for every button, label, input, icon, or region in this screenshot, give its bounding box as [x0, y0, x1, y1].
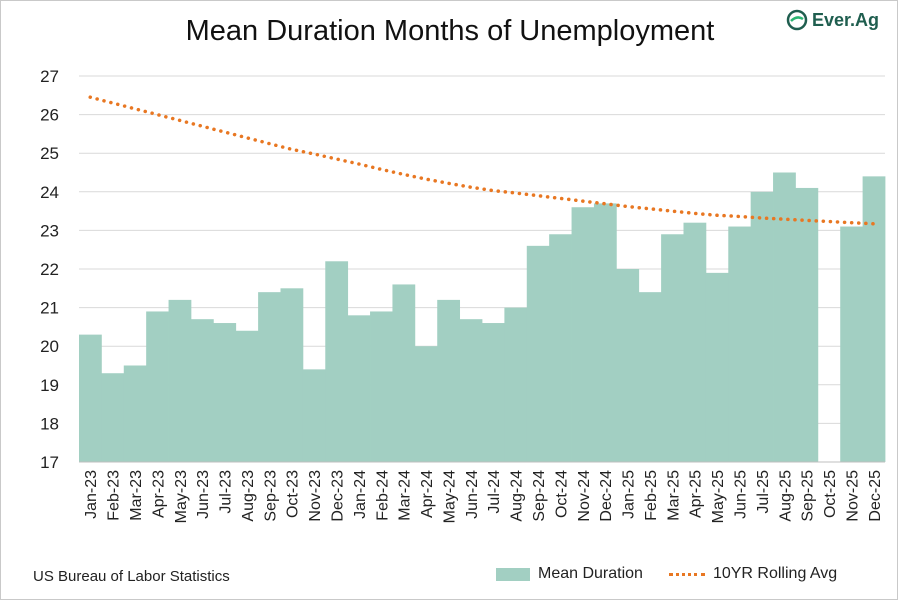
x-tick-label: Sep-24: [531, 470, 548, 522]
legend-line-swatch: [668, 572, 705, 576]
y-tick-label: 23: [40, 221, 59, 240]
x-tick-label: Jul-23: [218, 470, 235, 514]
x-tick-label: Jun-25: [732, 470, 749, 519]
x-tick-label: Sep-25: [800, 470, 817, 522]
x-tick-label: Dec-24: [598, 470, 615, 522]
bar-Apr-23: [146, 311, 169, 462]
bar-Feb-23: [101, 373, 125, 462]
chart-title: Mean Duration Months of Unemployment: [185, 15, 715, 47]
bar-Dec-23: [325, 261, 349, 462]
bar-Jul-25: [750, 191, 774, 463]
x-tick-label: Dec-25: [867, 470, 884, 522]
y-tick-label: 17: [40, 453, 59, 472]
bar-May-25: [705, 272, 729, 462]
bar-Mar-25: [661, 234, 684, 462]
x-tick-label: Apr-25: [688, 470, 705, 518]
x-tick-label: Nov-23: [307, 470, 324, 522]
bar-Nov-23: [302, 369, 326, 462]
bar-May-24: [437, 299, 461, 462]
x-tick-label: Jan-24: [352, 470, 369, 519]
bar-Feb-25: [638, 292, 662, 462]
x-tick-label: Nov-25: [844, 470, 861, 522]
bar-Aug-23: [235, 330, 259, 462]
y-tick-label: 22: [40, 260, 59, 279]
y-tick-label: 20: [40, 337, 59, 356]
source-note: US Bureau of Labor Statistics: [33, 568, 230, 585]
x-tick-label: Feb-24: [374, 470, 391, 521]
x-tick-label: Jun-24: [464, 470, 481, 519]
x-tick-label: Oct-25: [822, 470, 839, 518]
x-tick-label: Apr-24: [419, 470, 436, 518]
logo-text: Ever.Ag: [811, 9, 879, 30]
rolling-avg-line: [88, 95, 876, 226]
legend: Mean Duration 10YR Rolling Avg: [496, 565, 837, 583]
bar-Sep-25: [795, 187, 819, 462]
bar-Nov-25: [840, 226, 864, 462]
x-tick-label: Jul-24: [486, 470, 503, 514]
x-tick-label: Jan-23: [83, 470, 100, 519]
bar-Jan-25: [616, 269, 640, 462]
bar-Sep-23: [258, 292, 281, 462]
x-tick-label: Nov-24: [576, 470, 593, 522]
ever-ag-logo-icon: [786, 9, 808, 31]
bar-Oct-24: [549, 234, 572, 462]
x-tick-label: Mar-23: [128, 470, 145, 521]
x-tick-label: Mar-24: [397, 470, 414, 521]
bar-Mar-23: [123, 365, 147, 462]
bar-Jul-24: [482, 323, 505, 462]
bar-Feb-24: [370, 311, 393, 462]
x-tick-label: May-24: [441, 470, 458, 523]
bar-Jan-24: [347, 315, 371, 462]
x-tick-label: Aug-23: [240, 470, 257, 522]
x-tick-label: Jun-23: [195, 470, 212, 519]
bar-Apr-25: [683, 222, 707, 462]
bar-Nov-24: [571, 207, 595, 462]
bar-Dec-25: [862, 176, 886, 463]
x-tick-label: Dec-23: [329, 470, 346, 522]
x-tick-label: May-23: [173, 470, 190, 523]
bar-Aug-25: [773, 172, 796, 462]
y-tick-label: 19: [40, 376, 59, 395]
x-tick-label: Aug-25: [777, 470, 794, 522]
x-tick-label: Oct-23: [285, 470, 302, 518]
x-tick-label: Apr-23: [150, 470, 167, 518]
x-tick-label: May-25: [710, 470, 727, 523]
y-tick-label: 18: [40, 414, 59, 433]
x-tick-label: Jul-25: [755, 470, 772, 514]
bar-Apr-24: [414, 346, 438, 462]
bar-Jun-23: [190, 319, 214, 462]
bar-Jan-23: [79, 334, 102, 462]
bar-Mar-24: [392, 284, 416, 462]
bar-Aug-24: [504, 307, 528, 462]
bar-May-23: [168, 299, 192, 462]
bar-Sep-24: [526, 245, 550, 462]
x-tick-label: Aug-24: [509, 470, 526, 522]
legend-bar-label: Mean Duration: [538, 565, 643, 582]
x-tick-label: Feb-25: [643, 470, 660, 521]
bar-Jun-24: [459, 319, 483, 462]
bar-Dec-24: [593, 203, 617, 462]
ever-ag-logo: Ever.Ag: [786, 9, 879, 31]
x-tick-label: Oct-24: [553, 470, 570, 518]
bar-Oct-23: [280, 288, 304, 462]
bar-Jun-25: [728, 226, 752, 462]
y-tick-label: 27: [40, 67, 59, 86]
x-tick-label: Mar-25: [665, 470, 682, 521]
bar-Jul-23: [213, 323, 237, 462]
x-tick-label: Jan-25: [621, 470, 638, 519]
y-tick-label: 25: [40, 144, 59, 163]
legend-line-label: 10YR Rolling Avg: [712, 565, 838, 582]
x-tick-label: Feb-23: [106, 470, 123, 521]
legend-bar-swatch: [496, 567, 530, 581]
y-tick-label: 21: [40, 299, 59, 318]
y-tick-label: 24: [40, 183, 59, 202]
y-tick-label: 26: [40, 106, 59, 125]
x-tick-label: Sep-23: [262, 470, 279, 522]
